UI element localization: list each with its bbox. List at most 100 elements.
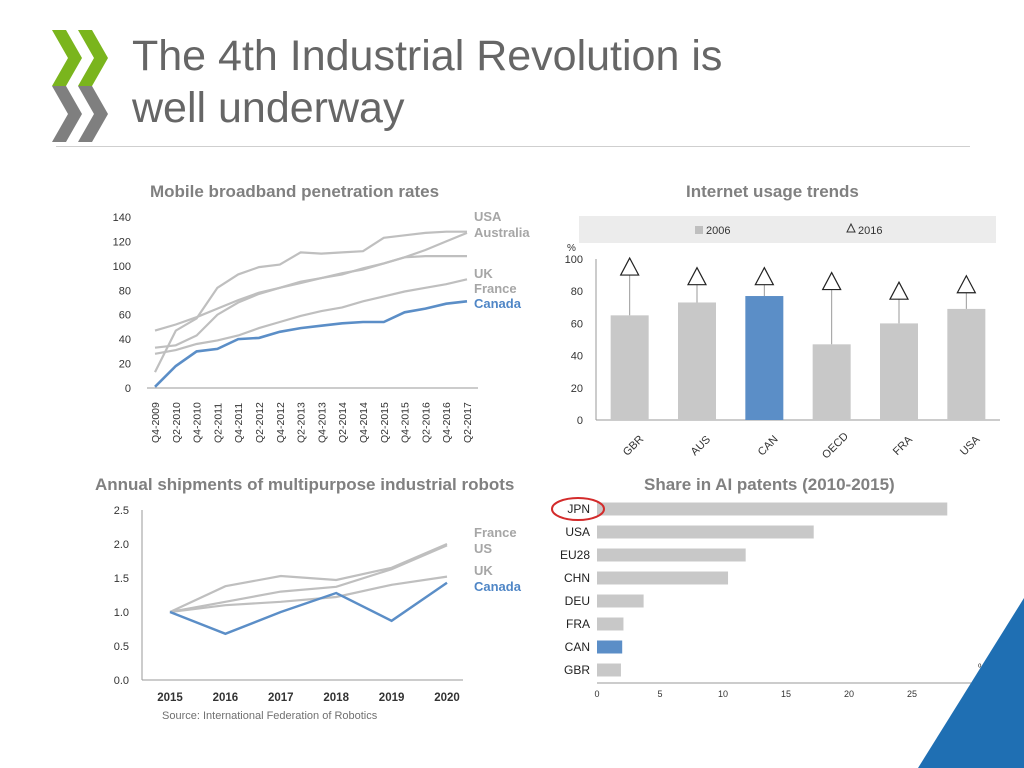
chart4-x-tick-label: 25 (907, 689, 917, 699)
chart1-x-tick-label: Q4-2014 (358, 402, 370, 443)
chart4-x-tick-label: 20 (844, 689, 854, 699)
chart4-category-label: FRA (566, 617, 590, 631)
chart2-unit-label: % (567, 243, 576, 254)
chart2-legend-swatch-2006 (695, 226, 703, 234)
chart3-y-tick-label: 0.0 (114, 675, 129, 687)
chart2-bar-2006 (947, 308, 986, 420)
logo-chevron-grey-left (52, 86, 82, 142)
chart4-highlight-circle (551, 497, 605, 521)
chart1-y-tick-label: 120 (113, 236, 131, 248)
chart2-bar-2006 (610, 315, 649, 420)
chart2-y-tick-label: 100 (565, 254, 583, 266)
chart2-triangle-2016 (889, 280, 909, 300)
chart4-category-label: USA (565, 525, 590, 539)
chart3-series-label: Canada (474, 579, 522, 594)
chart3-title: Annual shipments of multipurpose industr… (95, 475, 515, 494)
chart3-x-tick-label: 2017 (268, 692, 294, 704)
chart1-series-label: France (474, 281, 517, 296)
chart1-x-tick-label: Q4-2012 (275, 402, 287, 443)
chart3-x-tick-label: 2016 (213, 692, 239, 704)
chart3-x-tick-label: 2020 (434, 692, 460, 704)
chart1-x-tick-label: Q4-2009 (150, 402, 162, 443)
chart2-triangle-2016 (619, 256, 640, 276)
chart3-y-tick-label: 0.5 (114, 641, 129, 653)
chart1-x-tick-label: Q2-2017 (462, 402, 474, 443)
chart4-bar (597, 594, 644, 608)
chart2-triangle-2016 (956, 274, 977, 294)
chart1-series-label: Australia (474, 225, 530, 240)
chart2-triangle-2016 (687, 266, 707, 286)
chart1-y-tick-label: 40 (119, 334, 131, 346)
chart2-legend-box (579, 216, 996, 243)
chart4-bar (597, 548, 746, 562)
chart1-x-tick-label: Q4-2015 (400, 402, 412, 443)
chart1-y-tick-label: 140 (113, 212, 131, 224)
chart3-x-tick-label: 2018 (323, 692, 349, 704)
chart2-y-tick-label: 0 (577, 415, 583, 427)
chart1-x-tick-label: Q4-2010 (192, 402, 204, 443)
logo-chevron-green-left (52, 30, 82, 86)
chart1-series-label: USA (474, 209, 502, 224)
chart2-y-tick-label: 20 (571, 383, 583, 395)
chart4-bar (597, 663, 621, 677)
chart3-series-line-canada (169, 581, 448, 636)
chart1-x-tick-label: Q2-2016 (420, 402, 432, 443)
chart1-x-tick-label: Q4-2016 (441, 402, 453, 443)
logo-chevron-grey-right (78, 86, 108, 142)
chart3-y-tick-label: 2.0 (114, 539, 129, 551)
chart2-legend-label-2006: 2006 (706, 225, 730, 237)
chart1-y-tick-label: 0 (125, 383, 131, 395)
chart2-y-tick-label: 40 (571, 351, 583, 363)
chart3-y-tick-label: 1.0 (114, 607, 129, 619)
chart4-x-tick-label: 5 (657, 689, 662, 699)
chart1-x-tick-label: Q2-2015 (379, 402, 391, 443)
page-title-line1: The 4th Industrial Revolution is (132, 32, 723, 80)
chart1-series-line-uk (154, 255, 467, 349)
chart3-x-tick-label: 2015 (157, 692, 183, 704)
chart1-title: Mobile broadband penetration rates (150, 182, 440, 201)
chart4-x-tick-label: 0 (594, 689, 599, 699)
chart1-x-tick-label: Q2-2013 (296, 402, 308, 443)
chart4-category-label: CHN (564, 571, 590, 585)
chart1-y-tick-label: 60 (119, 310, 131, 322)
chart3-y-tick-label: 1.5 (114, 573, 129, 585)
chart4-bar (597, 617, 624, 631)
chart4-title: Share in AI patents (2010-2015) (644, 475, 895, 494)
chart1-x-tick-label: Q4-2013 (316, 402, 328, 443)
chart2-bar-2006 (880, 323, 918, 420)
chart1-x-tick-label: Q4-2011 (233, 403, 245, 443)
chart1-series-line-canada (154, 300, 468, 388)
chart1-y-tick-label: 80 (119, 285, 131, 297)
chart2-legend-label-2016: 2016 (858, 225, 882, 237)
chart1-y-tick-label: 100 (113, 261, 131, 273)
chart1-x-tick-label: Q2-2010 (171, 402, 183, 443)
chart2-title: Internet usage trends (686, 182, 859, 201)
oecd-logo (52, 30, 108, 142)
chart4-category-label: EU28 (560, 548, 590, 562)
chart3-series-line-uk (169, 575, 448, 614)
chart2-triangle-2016 (821, 271, 842, 291)
chart1-series-label: Canada (474, 296, 522, 311)
chart4-bar (597, 525, 814, 539)
chart3-series-label: US (474, 541, 492, 556)
chart3-series-label: France (474, 525, 517, 540)
source-note: Source: International Federation of Robo… (162, 710, 378, 722)
chart3-series-line-france (169, 542, 448, 613)
chart1-series-line-france (154, 278, 468, 355)
logo-chevron-green-right (78, 30, 108, 86)
chart4-category-label: JPN (567, 502, 590, 516)
chart1-y-tick-label: 20 (119, 359, 131, 371)
chart4-bar (597, 502, 948, 516)
chart4-x-tick-label: 10 (718, 689, 728, 699)
chart3-y-tick-label: 2.5 (114, 505, 129, 517)
chart2-y-tick-label: 60 (571, 318, 583, 330)
chart1-x-tick-label: Q2-2012 (254, 402, 266, 443)
chart1-x-tick-label: Q2-2014 (337, 402, 349, 443)
chart3-x-tick-label: 2019 (379, 692, 405, 704)
chart2-bar-2006 (745, 296, 784, 420)
chart4-category-label: DEU (565, 594, 590, 608)
